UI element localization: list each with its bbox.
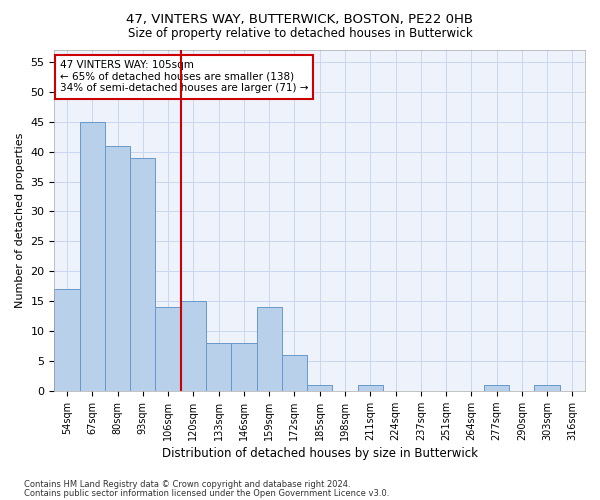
Bar	[231, 343, 257, 391]
Bar	[307, 385, 332, 391]
Text: 47, VINTERS WAY, BUTTERWICK, BOSTON, PE22 0HB: 47, VINTERS WAY, BUTTERWICK, BOSTON, PE2…	[127, 12, 473, 26]
Bar	[55, 289, 80, 391]
Text: Size of property relative to detached houses in Butterwick: Size of property relative to detached ho…	[128, 28, 472, 40]
Bar	[257, 307, 282, 391]
Y-axis label: Number of detached properties: Number of detached properties	[15, 132, 25, 308]
Text: Contains HM Land Registry data © Crown copyright and database right 2024.: Contains HM Land Registry data © Crown c…	[24, 480, 350, 489]
Bar	[181, 301, 206, 391]
X-axis label: Distribution of detached houses by size in Butterwick: Distribution of detached houses by size …	[162, 447, 478, 460]
Bar	[130, 158, 155, 391]
Bar	[282, 355, 307, 391]
Bar	[80, 122, 105, 391]
Text: Contains public sector information licensed under the Open Government Licence v3: Contains public sector information licen…	[24, 488, 389, 498]
Bar	[105, 146, 130, 391]
Bar	[484, 385, 509, 391]
Text: 47 VINTERS WAY: 105sqm
← 65% of detached houses are smaller (138)
34% of semi-de: 47 VINTERS WAY: 105sqm ← 65% of detached…	[60, 60, 308, 94]
Bar	[358, 385, 383, 391]
Bar	[155, 307, 181, 391]
Bar	[535, 385, 560, 391]
Bar	[206, 343, 231, 391]
